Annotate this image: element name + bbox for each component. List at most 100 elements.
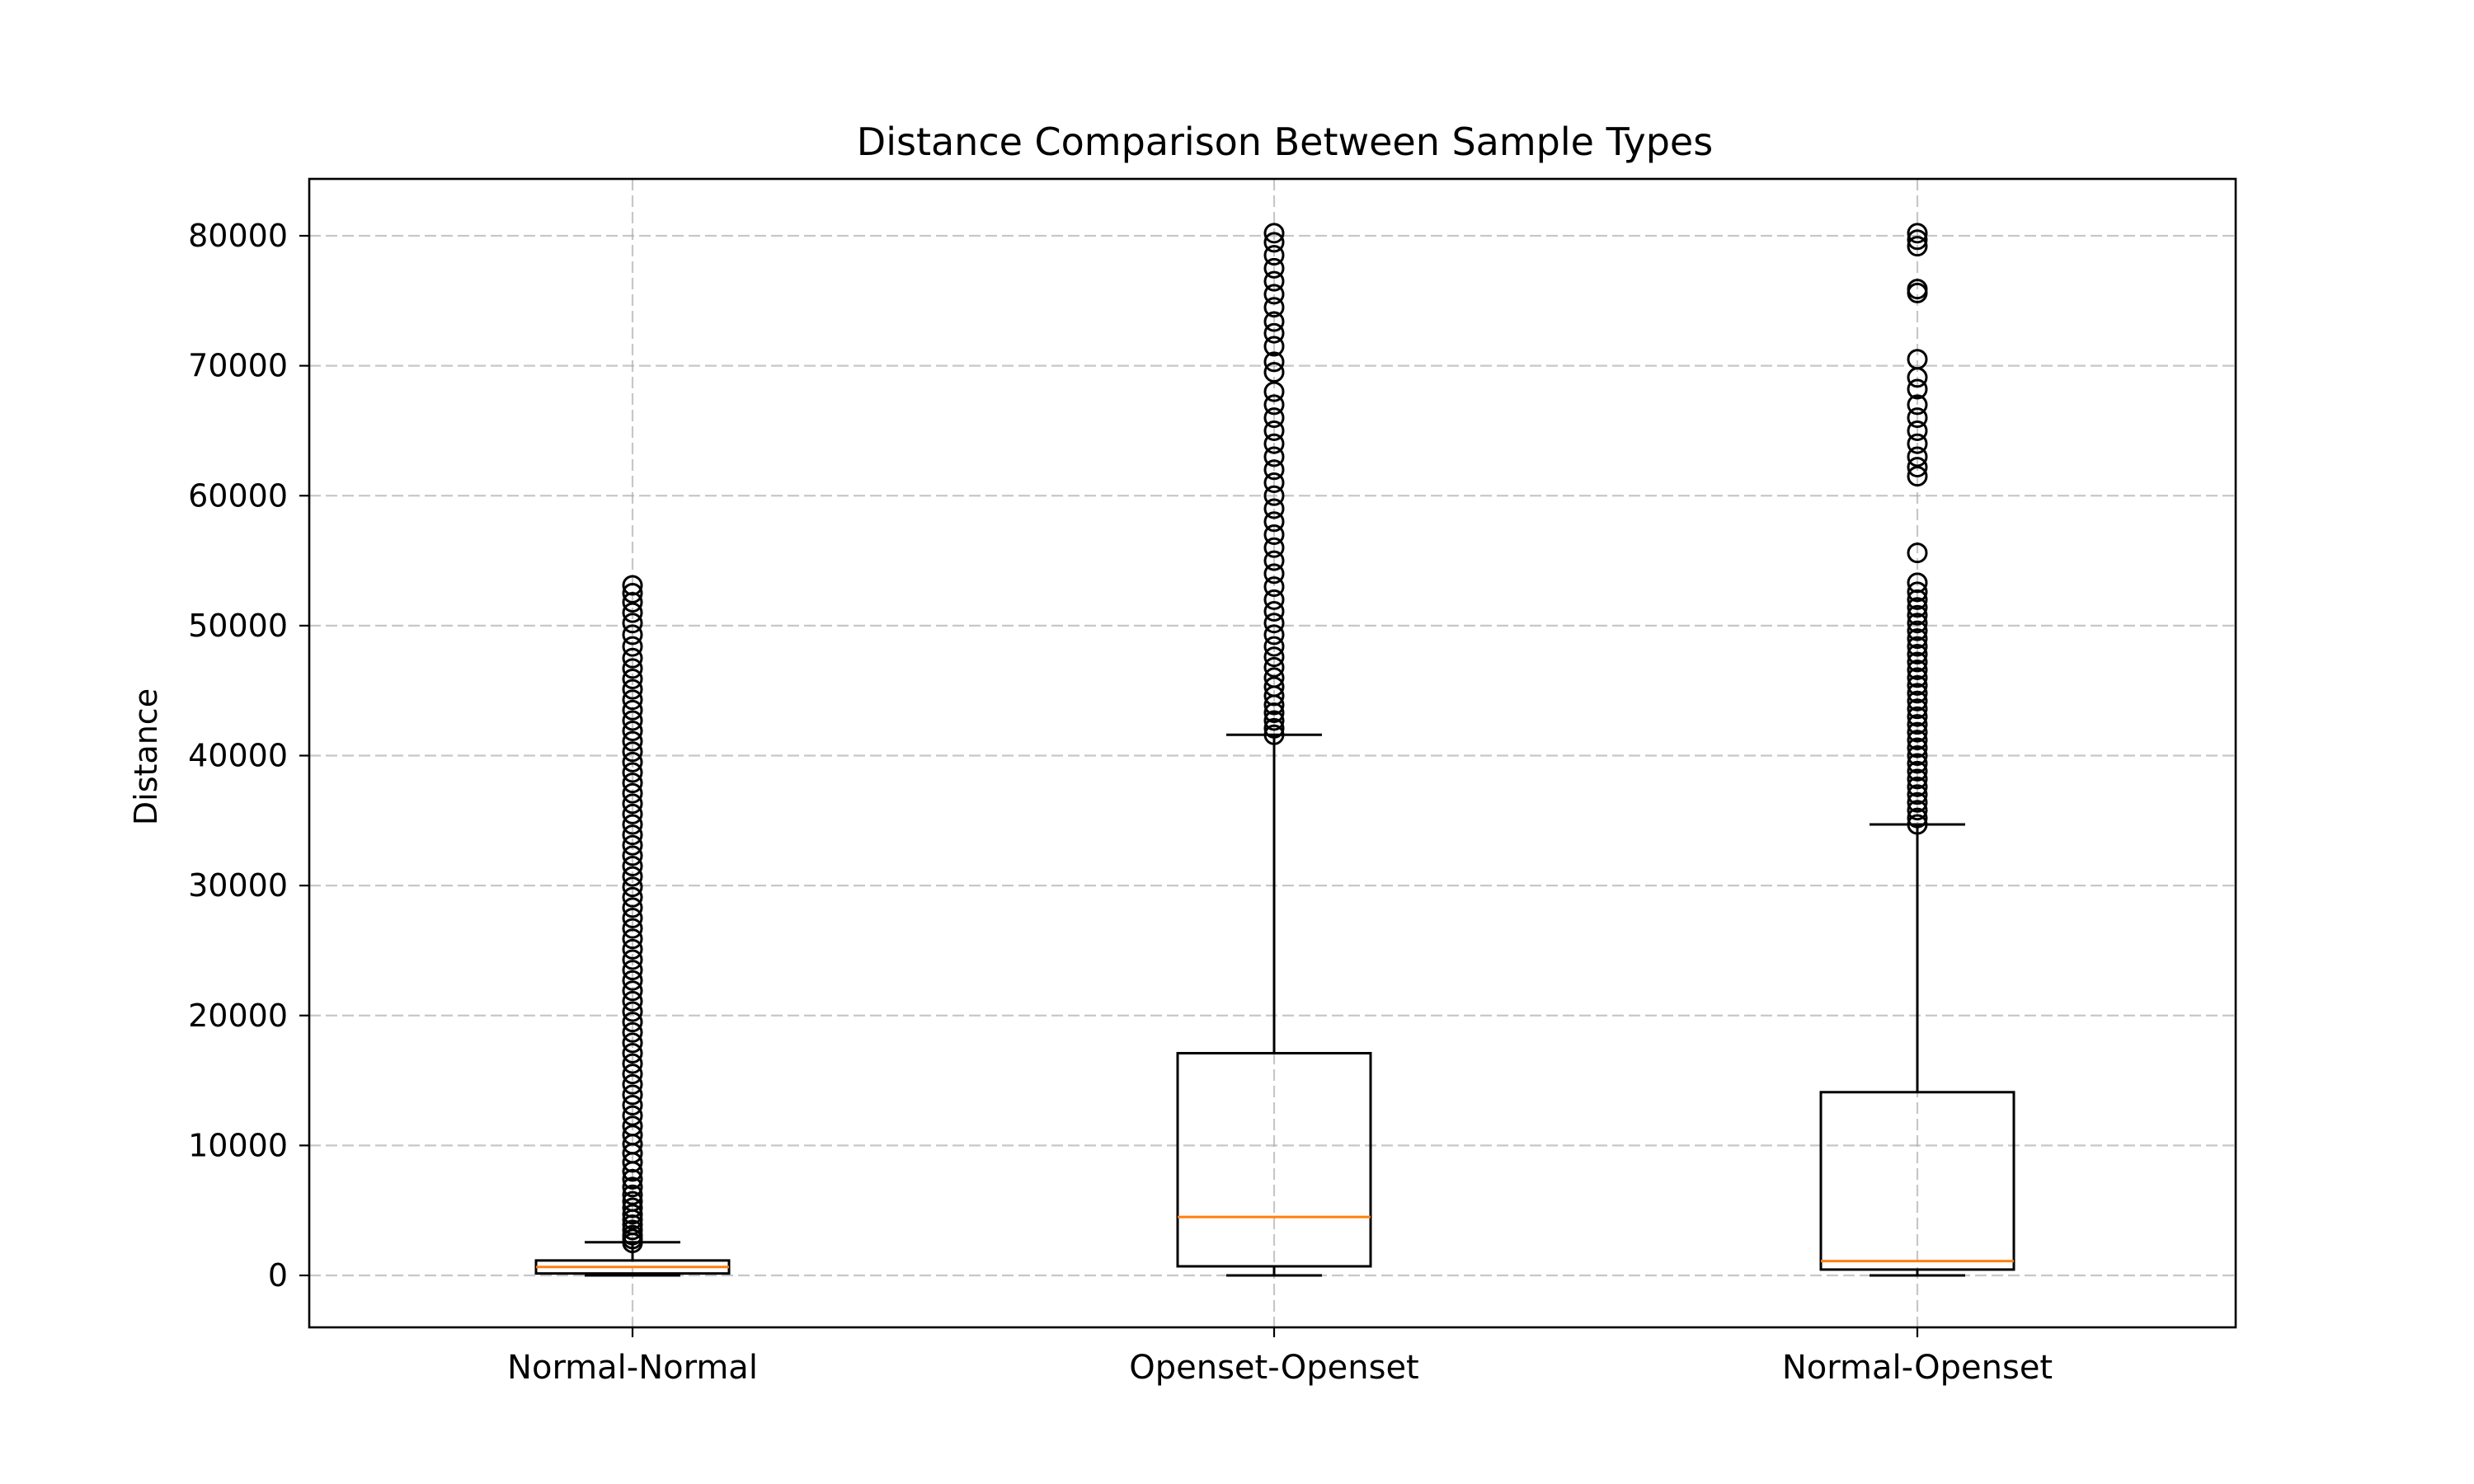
outlier-point (1907, 807, 1928, 829)
outlier-point (1263, 381, 1285, 402)
outlier-point (622, 1073, 643, 1095)
outlier-point (622, 1021, 643, 1043)
y-tick-label: 70000 (188, 348, 288, 384)
outlier-point (622, 824, 643, 846)
y-tick-label: 0 (268, 1257, 288, 1294)
outlier-point (1907, 644, 1928, 665)
outlier-point (1263, 498, 1285, 519)
outlier-point (622, 1064, 643, 1085)
x-axis: Normal-Normal Openset-Openset Normal-Opens… (507, 1327, 2053, 1387)
outlier-point (622, 803, 643, 824)
outlier-point (622, 689, 643, 711)
outlier-point (1907, 229, 1928, 251)
outlier-point (1263, 717, 1285, 739)
outlier-point (622, 886, 643, 908)
outlier-point (622, 1190, 643, 1212)
outlier-point (1263, 311, 1285, 332)
outlier-point (1263, 710, 1285, 731)
outlier-point (622, 834, 643, 856)
outlier-point (1263, 284, 1285, 305)
outlier-point (622, 970, 643, 991)
outlier-point (1263, 656, 1285, 678)
outlier-point (622, 1168, 643, 1190)
outlier-point (1263, 232, 1285, 253)
outlier-point (622, 730, 643, 752)
outlier-point (1907, 659, 1928, 680)
outlier-point (1263, 676, 1285, 697)
outlier-point (1907, 466, 1928, 487)
outlier-point (1263, 245, 1285, 266)
outlier-point (622, 669, 643, 690)
outlier-point (622, 1219, 643, 1241)
outlier-point (1907, 572, 1928, 594)
outlier-point (1263, 624, 1285, 646)
outlier-point (1907, 378, 1928, 400)
outlier-point (622, 876, 643, 898)
outlier-point (622, 575, 643, 596)
outlier-point (1907, 753, 1928, 774)
outlier-point (1907, 698, 1928, 720)
outlier-point (1907, 714, 1928, 735)
outlier-point (1907, 420, 1928, 441)
outlier-point (1907, 223, 1928, 244)
outlier-point (1907, 279, 1928, 300)
outlier-point (1907, 446, 1928, 467)
y-tick-label: 50000 (188, 608, 288, 644)
outlier-point (1263, 297, 1285, 318)
outlier-point (622, 1125, 643, 1146)
outlier-point (1907, 542, 1928, 564)
y-axis-label: Distance (128, 688, 164, 825)
outlier-point (622, 1184, 643, 1205)
outlier-point (1263, 524, 1285, 546)
outlier-point (622, 782, 643, 804)
plot-area (534, 223, 2015, 1277)
outlier-point (622, 1214, 643, 1236)
outlier-point (622, 624, 643, 646)
outlier-point (1263, 667, 1285, 688)
outlier-point (1907, 628, 1928, 650)
outlier-point (622, 1105, 643, 1126)
outlier-point (622, 741, 643, 763)
y-tick-label: 30000 (188, 867, 288, 904)
outlier-point (1263, 702, 1285, 723)
outlier-point (1907, 814, 1928, 835)
outlier-point (1907, 349, 1928, 370)
outlier-point (622, 1176, 643, 1198)
outlier-point (1907, 604, 1928, 626)
y-axis: 0 10000 20000 30000 40000 50000 60000 70000 8000… (188, 218, 309, 1294)
outlier-point (1907, 581, 1928, 603)
outlier-point (1907, 394, 1928, 416)
iqr-box (1176, 1051, 1372, 1268)
outlier-point (622, 855, 643, 876)
outlier-point (1907, 636, 1928, 657)
outlier-point (1263, 394, 1285, 416)
outlier-point (1907, 706, 1928, 727)
outlier-point (1907, 683, 1928, 704)
outlier-point (622, 814, 643, 835)
outlier-point (1907, 589, 1928, 610)
outlier-point (622, 613, 643, 634)
outlier-point (1263, 446, 1285, 467)
outlier-point (1263, 472, 1285, 493)
outlier-point (1263, 223, 1285, 244)
outlier-point (1263, 322, 1285, 344)
outlier-point (1263, 550, 1285, 571)
outlier-point (622, 1032, 643, 1054)
outlier-point (622, 918, 643, 939)
outlier-point (1263, 601, 1285, 622)
outlier-point (622, 897, 643, 918)
outlier-point (622, 1053, 643, 1074)
outlier-point (622, 1115, 643, 1137)
outlier-point (1907, 613, 1928, 634)
outlier-point (1263, 563, 1285, 585)
x-tick-label: Normal-Normal (507, 1349, 758, 1387)
outlier-point (1263, 646, 1285, 668)
outlier-point (1263, 485, 1285, 506)
outlier-point (622, 1095, 643, 1116)
outlier-point (1263, 336, 1285, 357)
outlier-point (1907, 674, 1928, 696)
outlier-point (1263, 613, 1285, 634)
outlier-point (622, 679, 643, 700)
outlier-point (622, 582, 643, 603)
